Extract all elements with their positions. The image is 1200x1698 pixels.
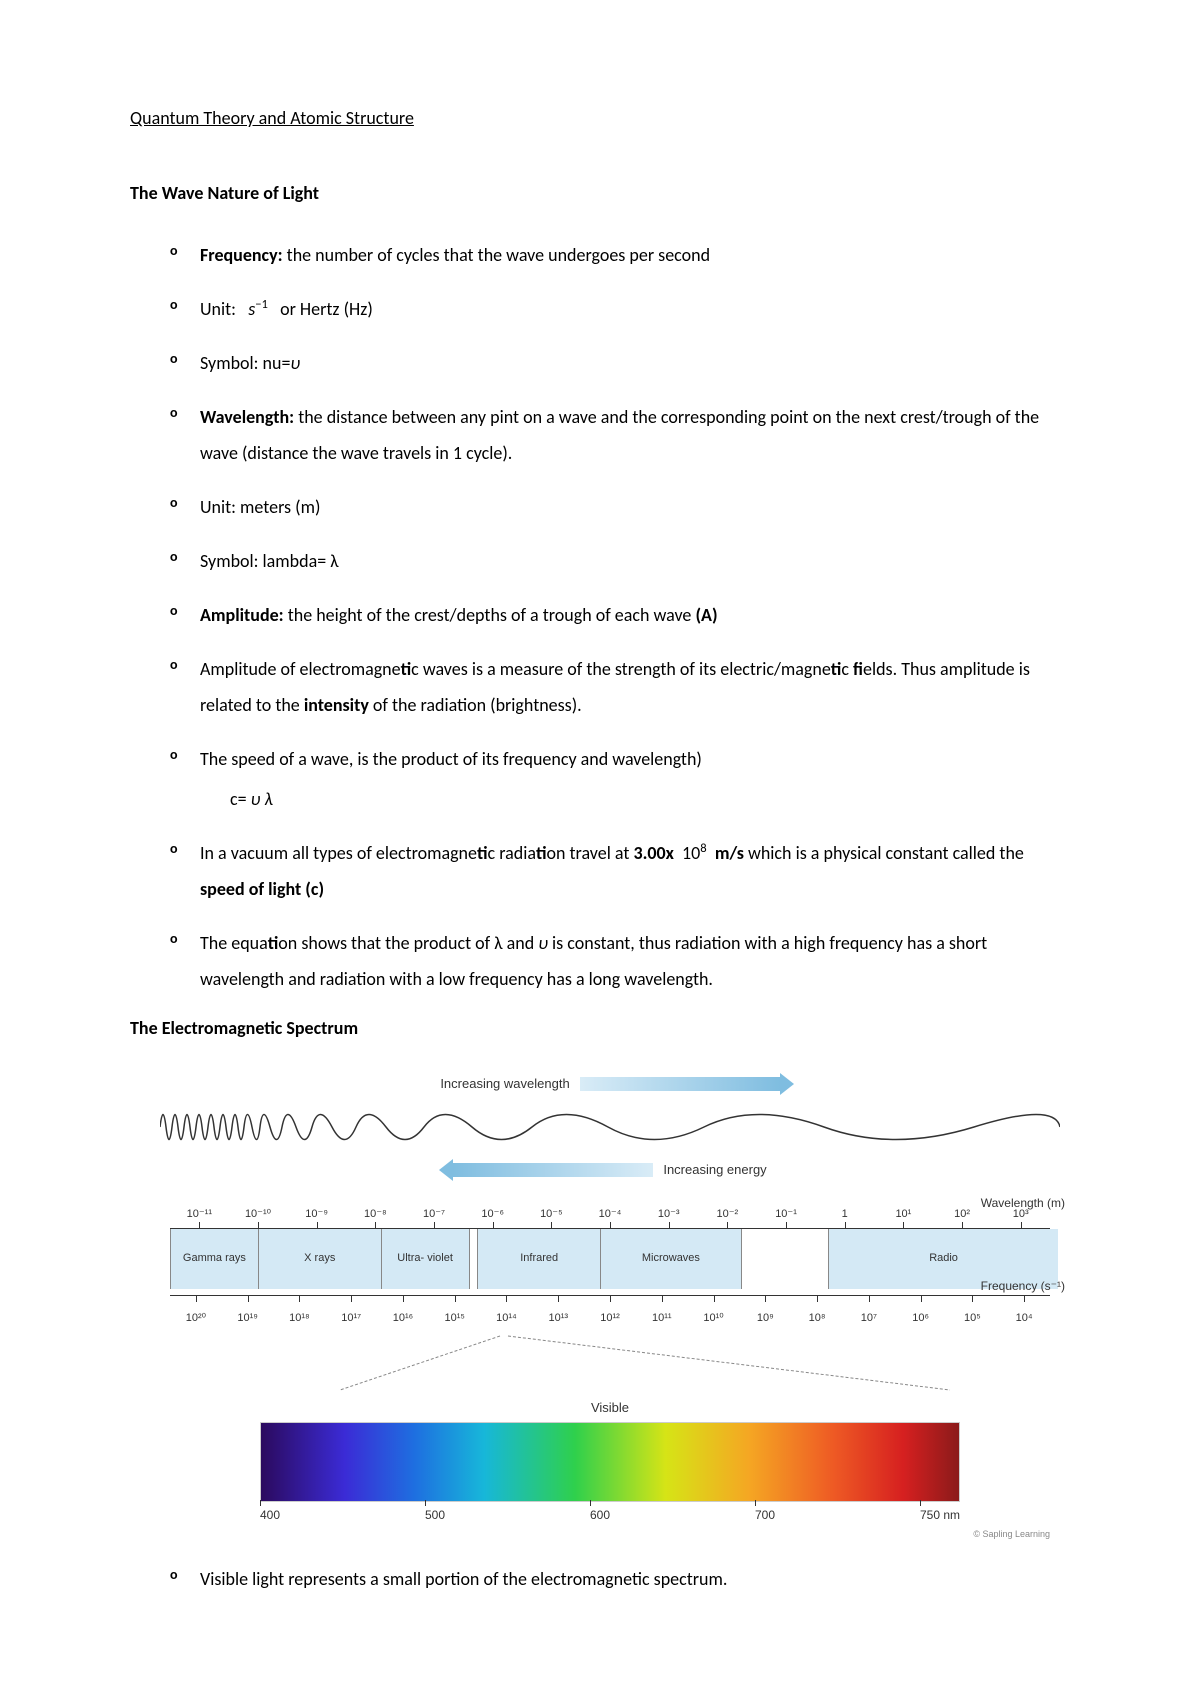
scale-tick: 10¹⁹	[222, 1302, 274, 1327]
energy-arrow-label: Increasing energy	[663, 1160, 766, 1180]
list-item: Unit: s−1 or Hertz (Hz)	[170, 291, 1070, 327]
spectrum-band: X rays	[259, 1229, 382, 1289]
wave-graphic	[160, 1102, 1060, 1152]
list-item: In a vacuum all types of electromagnetic…	[170, 835, 1070, 907]
list-item: Symbol: nu=υ	[170, 345, 1070, 381]
visible-tick: 500	[425, 1506, 590, 1524]
arrow-right-icon	[580, 1077, 780, 1091]
visible-label: Visible	[160, 1398, 1060, 1418]
scale-tick: 10¹⁷	[325, 1302, 377, 1327]
scale-tick: 10⁹	[739, 1302, 791, 1327]
scale-tick: 10⁻⁹	[287, 1206, 346, 1223]
scale-tick: 10⁻⁵	[522, 1206, 581, 1223]
scale-tick: 10¹³	[532, 1302, 584, 1327]
spectrum-bands: Gamma raysX raysUltra- violetInfraredMic…	[170, 1229, 1050, 1289]
scale-tick: 10¹⁸	[274, 1302, 326, 1327]
visible-spectrum-bar	[260, 1422, 960, 1502]
list-item: Amplitude of electromagnetic waves is a …	[170, 651, 1070, 723]
section1-bullets: Frequency: the number of cycles that the…	[130, 237, 1070, 997]
scale-tick: 10⁻⁷	[405, 1206, 464, 1223]
arrow-left-icon	[453, 1163, 653, 1177]
scale-tick: 10¹	[874, 1206, 933, 1223]
scale-tick: 10⁻¹	[757, 1206, 816, 1223]
visible-tick: 400	[260, 1506, 425, 1524]
scale-tick: 10⁷	[843, 1302, 895, 1327]
scale-tick: 10⁻⁶	[463, 1206, 522, 1223]
list-item: Wavelength: the distance between any pin…	[170, 399, 1070, 471]
list-item: Amplitude: the height of the crest/depth…	[170, 597, 1070, 633]
energy-arrow-row: Increasing energy	[160, 1158, 1060, 1182]
scale-tick: 10⁻²	[698, 1206, 757, 1223]
visible-tick: 750 nm	[920, 1506, 960, 1524]
scale-tick: 10⁵	[946, 1302, 998, 1327]
list-item: Visible light represents a small portion…	[170, 1561, 1070, 1597]
section1-heading: The Wave Nature of Light	[130, 180, 1070, 207]
visible-tick: 600	[590, 1506, 755, 1524]
section2-heading: The Electromagnetic Spectrum	[130, 1015, 1070, 1042]
wavelength-axis-label: Wavelength (m)	[981, 1194, 1065, 1212]
wavelength-axis-line	[170, 1228, 1050, 1229]
diagram-credit: © Sapling Learning	[160, 1528, 1050, 1542]
page-title: Quantum Theory and Atomic Structure	[130, 105, 1070, 132]
em-spectrum-diagram: Increasing wavelength Increasing energy …	[160, 1072, 1060, 1541]
scale-tick: 10⁶	[895, 1302, 947, 1327]
section2-bullets: Visible light represents a small portion…	[130, 1561, 1070, 1597]
scale-tick: 10¹⁰	[688, 1302, 740, 1327]
list-item: Symbol: lambda= λ	[170, 543, 1070, 579]
scale-tick: 10⁴	[998, 1302, 1050, 1327]
wavelength-scale: 10⁻¹¹10⁻¹⁰10⁻⁹10⁻⁸10⁻⁷10⁻⁶10⁻⁵10⁻⁴10⁻³10…	[160, 1196, 1060, 1222]
scale-tick: 10⁻³	[639, 1206, 698, 1223]
visible-tick: 700	[755, 1506, 920, 1524]
scale-tick: 10¹⁵	[429, 1302, 481, 1327]
spectrum-band	[742, 1229, 830, 1289]
frequency-axis-label: Frequency (s⁻¹)	[981, 1277, 1065, 1295]
spectrum-band: Microwaves	[601, 1229, 741, 1289]
scale-tick: 10¹¹	[636, 1302, 688, 1327]
wavelength-arrow-label: Increasing wavelength	[440, 1074, 569, 1094]
spectrum-band: Gamma rays	[171, 1229, 259, 1289]
list-item: The speed of a wave, is the product of i…	[170, 741, 1070, 817]
scale-tick: 10¹⁴	[481, 1302, 533, 1327]
frequency-scale: 10²⁰10¹⁹10¹⁸10¹⁷10¹⁶10¹⁵10¹⁴10¹³10¹²10¹¹…	[160, 1302, 1060, 1328]
scale-tick: 10¹⁶	[377, 1302, 429, 1327]
spectrum-band: Infrared	[478, 1229, 601, 1289]
scale-tick: 10⁻¹⁰	[229, 1206, 288, 1223]
list-item: Unit: meters (m)	[170, 489, 1070, 525]
formula: c= υ λ	[200, 781, 1070, 817]
scale-tick: 10⁻¹¹	[170, 1206, 229, 1223]
scale-tick: 10¹²	[584, 1302, 636, 1327]
visible-expand-lines	[170, 1328, 1050, 1398]
scale-tick: 1	[815, 1206, 874, 1223]
wavelength-arrow-row: Increasing wavelength	[160, 1072, 1060, 1096]
scale-tick: 10²⁰	[170, 1302, 222, 1327]
scale-tick: 10⁻⁸	[346, 1206, 405, 1223]
visible-ticks: 400500600700750 nm	[260, 1506, 960, 1524]
scale-tick: 10⁻⁴	[581, 1206, 640, 1223]
spectrum-band: Ultra- violet	[382, 1229, 470, 1289]
list-item: Frequency: the number of cycles that the…	[170, 237, 1070, 273]
list-item: The equation shows that the product of λ…	[170, 925, 1070, 997]
scale-tick: 10⁸	[791, 1302, 843, 1327]
